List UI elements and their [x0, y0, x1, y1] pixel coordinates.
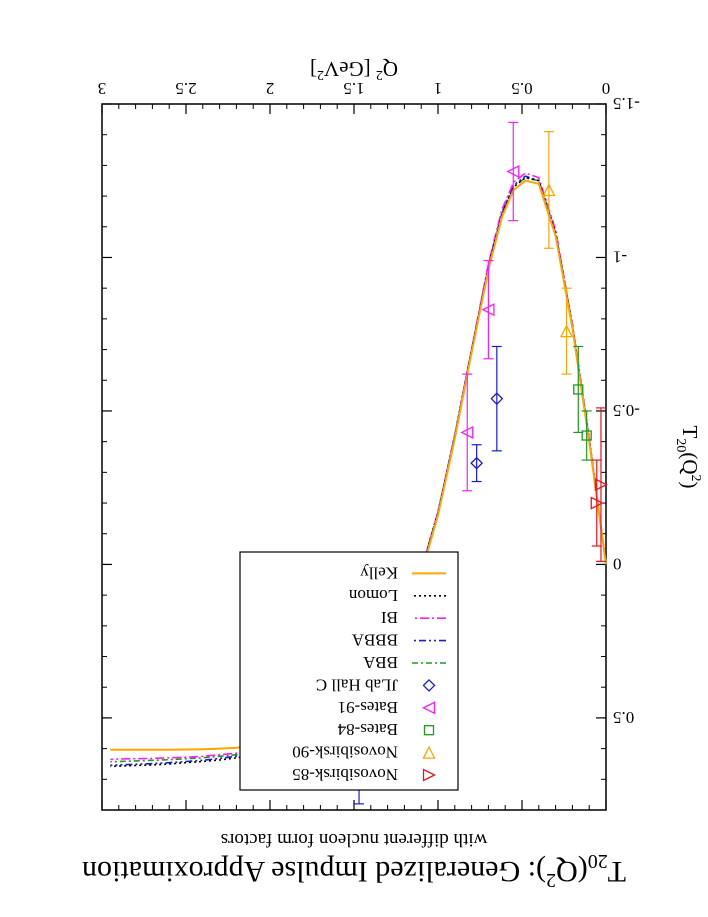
x-tick-label: 0.5 — [511, 79, 532, 98]
point-bates-91 — [460, 425, 474, 439]
point-jlab-hall-c — [490, 392, 504, 406]
point-bates-91 — [506, 164, 520, 179]
point-bates-84 — [581, 430, 592, 441]
legend-marker-novosibirsk-90 — [422, 745, 436, 759]
x-tick-label: 1.5 — [343, 79, 364, 98]
x-tick-label: 0 — [602, 79, 611, 98]
point-novosibirsk-90 — [559, 324, 574, 338]
legend: Novosibirsk-85 Novosibirsk-90 Bates-84 Bate… — [239, 551, 459, 791]
legend-label-bba: BBA — [362, 653, 398, 672]
point-jlab-hall-c — [470, 456, 484, 470]
x-axis-label: Q2 [GeV2] — [310, 57, 398, 82]
legend-label-lomon: Lomon — [348, 586, 398, 605]
curve-bbba — [110, 175, 607, 766]
point-bates-91 — [481, 303, 495, 317]
legend-label-bbba: BBBA — [351, 631, 398, 650]
legend-label-kelly: Kelly — [360, 563, 398, 582]
legend-marker-jlab-hall-c — [422, 678, 436, 692]
x-tick-label: 3 — [98, 79, 107, 98]
rotated-figure: T20(Q2): Generalized Impulse Approximati… — [82, 57, 703, 891]
legend-label-bi: BI — [381, 608, 398, 627]
chart-title: T20(Q2): Generalized Impulse Approximati… — [82, 850, 626, 891]
legend-marker-novosibirsk-85 — [422, 768, 436, 782]
legend-label-jlab-hall-c: JLab Hall C — [316, 675, 398, 694]
point-novosibirsk-85 — [594, 478, 608, 492]
y-tick-label: -1 — [613, 247, 627, 266]
y-tick-label: 0.5 — [613, 708, 634, 727]
x-tick-label: 1 — [434, 79, 443, 98]
y-tick-label: 0 — [613, 554, 622, 573]
legend-marker-bates-84 — [423, 725, 435, 736]
point-bates-84 — [573, 384, 584, 395]
chart-subtitle: with different nucleon form factors — [221, 829, 488, 850]
legend-marker-bates-91 — [422, 701, 436, 715]
x-tick-label: 2 — [266, 79, 275, 98]
x-tick-label: 2.5 — [175, 79, 196, 98]
legend-label-bates-91: Bates-91 — [338, 698, 398, 717]
point-novosibirsk-85 — [590, 496, 604, 510]
y-tick-label: -1.5 — [613, 94, 640, 113]
y-tick-label: -0.5 — [613, 401, 640, 420]
point-novosibirsk-90 — [542, 182, 556, 197]
y-axis-label: T20(Q2) — [673, 426, 703, 489]
legend-label-bates-84: Bates-84 — [337, 720, 398, 739]
legend-box — [239, 551, 459, 791]
legend-label-novosibirsk-85: Novosibirsk-85 — [292, 765, 398, 784]
legend-label-novosibirsk-90: Novosibirsk-90 — [292, 743, 398, 762]
